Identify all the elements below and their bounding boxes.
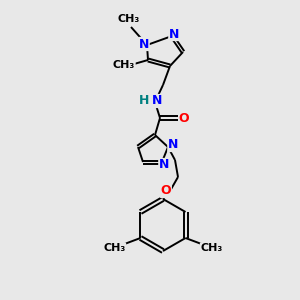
Text: N: N: [159, 158, 169, 172]
Text: O: O: [161, 184, 171, 197]
Text: CH₃: CH₃: [200, 243, 223, 253]
Text: H: H: [139, 94, 149, 107]
Text: O: O: [179, 112, 189, 124]
Text: N: N: [139, 38, 149, 50]
Text: N: N: [169, 28, 179, 40]
Text: CH₃: CH₃: [118, 14, 140, 24]
Text: CH₃: CH₃: [113, 60, 135, 70]
Text: N: N: [152, 94, 162, 107]
Text: CH₃: CH₃: [103, 243, 126, 253]
Text: N: N: [168, 139, 178, 152]
